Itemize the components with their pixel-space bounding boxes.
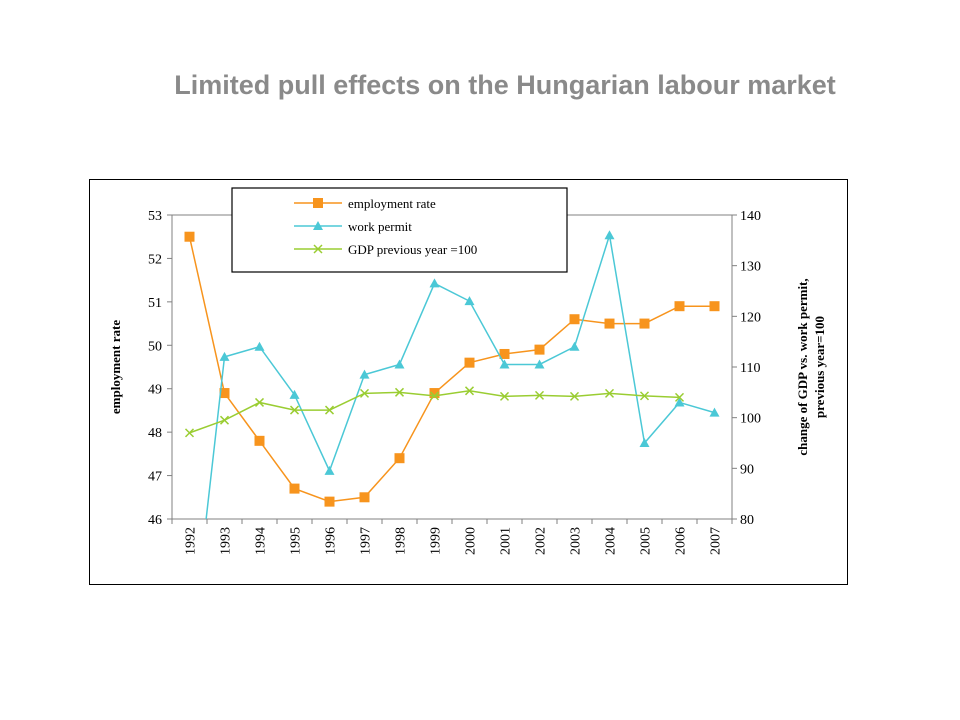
legend-label-work: work permit — [348, 219, 412, 234]
series-line-work — [205, 235, 715, 519]
x-tick-label: 2006 — [674, 527, 689, 555]
legend-marker-gdp — [313, 244, 323, 254]
left-tick-label: 53 — [148, 209, 162, 224]
point-employment — [534, 344, 545, 355]
right-tick-label: 90 — [740, 462, 754, 477]
right-tick-label: 140 — [740, 209, 761, 224]
point-work — [219, 351, 230, 361]
point-employment — [219, 388, 230, 399]
series-line-employment — [188, 236, 715, 503]
point-gdp — [674, 392, 685, 402]
point-work — [394, 359, 405, 369]
right-tick-label: 110 — [740, 361, 760, 376]
left-tick-label: 50 — [148, 339, 162, 354]
x-tick-label: 2004 — [604, 527, 619, 555]
right-tick-label: 100 — [740, 412, 761, 427]
legend-label-employment: employment rate — [348, 196, 436, 211]
point-employment — [639, 318, 650, 329]
point-gdp — [324, 405, 335, 415]
point-work — [359, 369, 370, 379]
right-tick-label: 120 — [740, 310, 761, 325]
point-employment — [674, 301, 685, 312]
x-tick-label: 1993 — [219, 527, 234, 555]
point-work — [604, 230, 615, 240]
legend-box — [231, 187, 568, 273]
point-gdp — [394, 387, 405, 397]
point-work — [639, 438, 650, 447]
point-gdp — [604, 388, 615, 398]
x-tick-label: 2002 — [534, 527, 549, 555]
point-work — [569, 341, 580, 351]
left-tick-label: 51 — [148, 296, 162, 311]
left-tick-label: 47 — [148, 470, 162, 485]
point-employment — [324, 496, 335, 507]
point-employment — [254, 435, 265, 446]
point-work — [464, 296, 475, 306]
point-work — [534, 359, 545, 369]
point-employment — [429, 388, 440, 399]
x-tick-label: 2001 — [499, 527, 514, 555]
right-tick-label: 130 — [740, 260, 761, 275]
x-tick-label: 1995 — [289, 527, 304, 555]
point-employment — [604, 318, 615, 329]
slide-title: Limited pull effects on the Hungarian la… — [174, 70, 836, 100]
point-work — [429, 278, 440, 288]
point-employment — [569, 314, 580, 325]
point-work — [709, 407, 720, 417]
legend-marker-work — [313, 221, 323, 230]
x-tick-label: 2003 — [569, 527, 584, 555]
point-employment — [184, 231, 195, 242]
point-employment — [464, 357, 475, 368]
point-employment — [394, 453, 405, 464]
point-gdp — [219, 415, 230, 425]
point-gdp — [289, 405, 300, 415]
point-gdp — [569, 391, 580, 401]
point-gdp — [429, 391, 440, 401]
point-work — [254, 341, 265, 351]
point-employment — [289, 483, 300, 494]
right-tick-label: 80 — [740, 513, 754, 528]
point-gdp — [464, 386, 475, 396]
point-work — [289, 389, 300, 399]
y-right-axis-title-line1: change of GDP vs. work permit, — [795, 278, 810, 455]
x-tick-label: 1994 — [254, 527, 269, 555]
point-gdp — [184, 428, 195, 438]
point-employment — [709, 301, 720, 312]
point-gdp — [499, 391, 510, 401]
line-chart: 46 47 48 49 50 51 52 53 80 90 100 110 120 130 140 1992 1… — [108, 187, 827, 555]
left-tick-label: 46 — [148, 513, 162, 528]
chart-frame: 46 47 48 49 50 51 52 53 80 90 100 110 120 130 140 1992 1… — [89, 179, 848, 585]
legend: employment rate work permit GDP previous y… — [231, 187, 568, 273]
point-work — [499, 359, 510, 369]
y-left-axis-title: employment rate — [108, 320, 123, 414]
x-tick-label: 1992 — [184, 527, 199, 555]
point-work — [324, 465, 335, 475]
x-tick-label: 2005 — [639, 527, 654, 555]
x-tick-label: 1998 — [394, 527, 409, 555]
x-tick-label: 1996 — [324, 527, 339, 555]
x-tick-label: 1997 — [359, 527, 374, 555]
left-tick-label: 48 — [148, 426, 162, 441]
point-gdp — [254, 397, 265, 407]
point-gdp — [359, 388, 370, 398]
point-gdp — [639, 391, 650, 401]
legend-label-gdp: GDP previous year =100 — [348, 242, 477, 257]
left-tick-label: 49 — [148, 383, 162, 398]
point-employment — [359, 492, 370, 503]
x-tick-label: 2000 — [464, 527, 479, 555]
y-right-axis-title-line2: previous year=100 — [812, 316, 827, 418]
x-tick-label: 1999 — [429, 527, 444, 555]
point-work — [674, 397, 685, 407]
plot-area — [184, 230, 720, 519]
left-tick-label: 52 — [148, 252, 162, 267]
point-employment — [499, 348, 510, 359]
x-tick-label: 2007 — [709, 527, 724, 555]
point-gdp — [534, 390, 545, 400]
legend-marker-employment — [313, 198, 323, 208]
